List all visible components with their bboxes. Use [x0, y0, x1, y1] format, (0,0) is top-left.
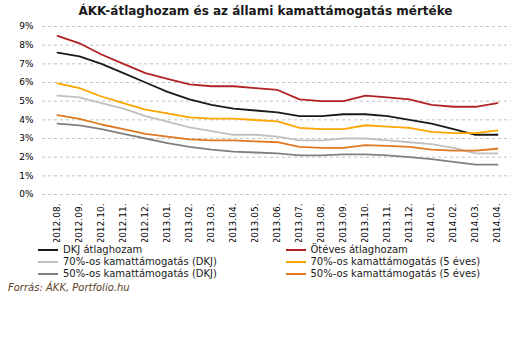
- html-text:ÁKK-átlaghozam és az állami ka: ÁKK-átlaghozam és az állami kamattámogat…: [78, 4, 453, 18]
- html-text:Forrás: ÁKK, Portfolio.hu: Forrás: ÁKK, Portfolio.hu: [8, 282, 130, 293]
- svg-text:0%: 0%: [19, 189, 34, 199]
- html-text:50%-os kamattámogatás (5 éves): 50%-os kamattámogatás (5 éves): [310, 268, 481, 279]
- svg-text:2012.11.: 2012.11.: [118, 204, 128, 243]
- svg-text:2012.10.: 2012.10.: [96, 204, 106, 243]
- html-text:Ötéves átlaghozam: Ötéves átlaghozam: [310, 244, 408, 255]
- svg-text:1%: 1%: [19, 171, 34, 181]
- svg-text:2013.07.: 2013.07.: [294, 204, 304, 243]
- html-text:70%-os kamattámogatás (5 éves): 70%-os kamattámogatás (5 éves): [310, 256, 481, 267]
- svg-text:2013.09.: 2013.09.: [338, 204, 348, 243]
- svg-text:4%: 4%: [19, 115, 34, 125]
- svg-text:2013.12.: 2013.12.: [404, 204, 414, 243]
- svg-text:2013.08.: 2013.08.: [316, 204, 326, 243]
- svg-text:2014.02.: 2014.02.: [448, 204, 458, 243]
- svg-text:5%: 5%: [19, 96, 34, 106]
- svg-text:8%: 8%: [19, 40, 34, 50]
- svg-text:2014.04.: 2014.04.: [492, 204, 502, 243]
- svg-text:2013.03.: 2013.03.: [206, 204, 216, 243]
- svg-text:3%: 3%: [19, 133, 34, 143]
- html-text:DKJ átlaghozam: DKJ átlaghozam: [63, 244, 143, 255]
- svg-text:9%: 9%: [19, 21, 34, 31]
- svg-text:2%: 2%: [19, 152, 34, 162]
- svg-text:6%: 6%: [19, 77, 34, 87]
- html-text:50%-os kamattámogatás (DKJ): 50%-os kamattámogatás (DKJ): [63, 268, 217, 279]
- svg-text:2013.06.: 2013.06.: [272, 204, 282, 243]
- svg-text:2012.12.: 2012.12.: [140, 204, 150, 243]
- svg-text:7%: 7%: [19, 59, 34, 69]
- svg-text:2014.03.: 2014.03.: [470, 204, 480, 243]
- svg-text:2013.01.: 2013.01.: [162, 204, 172, 243]
- svg-text:2013.10.: 2013.10.: [360, 204, 370, 243]
- svg-text:2014.01.: 2014.01.: [426, 204, 436, 243]
- svg-text:2013.11.: 2013.11.: [382, 204, 392, 243]
- svg-text:2012.08.: 2012.08.: [52, 204, 62, 243]
- svg-text:2013.05.: 2013.05.: [250, 204, 260, 243]
- html-text:70%-os kamattámogatás (DKJ): 70%-os kamattámogatás (DKJ): [63, 256, 217, 267]
- svg-text:2012.09.: 2012.09.: [74, 204, 84, 243]
- svg-text:2013.02.: 2013.02.: [184, 204, 194, 243]
- svg-text:2013.04.: 2013.04.: [228, 204, 238, 243]
